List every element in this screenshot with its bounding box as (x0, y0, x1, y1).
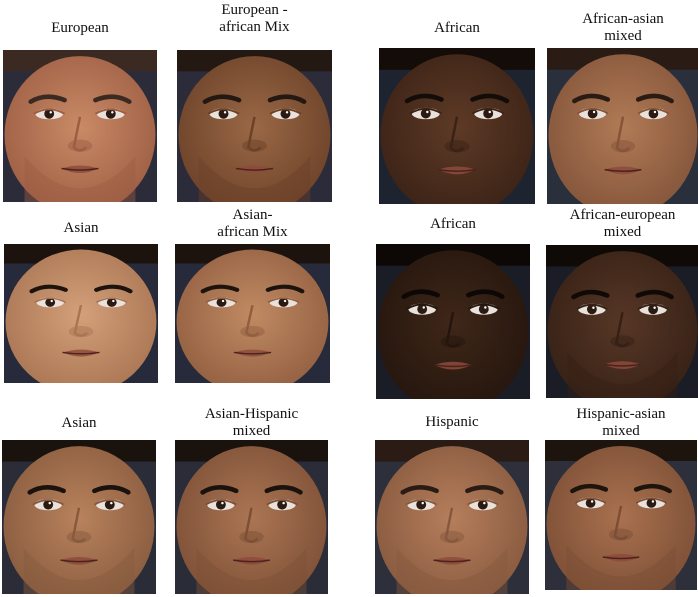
face-skin (548, 54, 698, 204)
panel-african-asian-mixed: African-asian mixed (547, 9, 698, 204)
caption: European - african Mix (219, 2, 290, 35)
face-photo (375, 440, 529, 594)
caption: African-european mixed (569, 207, 676, 240)
panel-hispanic: Hispanic (375, 412, 529, 594)
caption: African (434, 20, 480, 36)
caption: Hispanic (425, 414, 479, 430)
face-skin (380, 54, 534, 204)
face-skin (547, 251, 698, 398)
caption: African-asian mixed (582, 11, 664, 44)
face-photo (3, 50, 157, 202)
caption: Hispanic-asian mixed (576, 406, 666, 439)
panel-european: European (3, 14, 157, 202)
face-photo (177, 50, 332, 202)
panel-african-european-mixed: African-european mixed (546, 205, 698, 398)
panel-asian-1: Asian (4, 216, 158, 383)
face-skin (546, 446, 696, 590)
face-photo (2, 440, 156, 594)
caption: Asian (63, 220, 99, 236)
face-photo (545, 440, 697, 590)
face-photo (376, 244, 530, 399)
face-skin (377, 250, 529, 399)
panel-asian-african-mix: Asian- african Mix (175, 205, 330, 383)
caption: Asian (61, 415, 97, 431)
face-photo (547, 48, 698, 204)
face-skin (176, 446, 327, 594)
face-skin (3, 446, 155, 594)
panel-african-2: African (376, 213, 530, 399)
panel-european-african-mix: European - african Mix (177, 0, 332, 202)
face-photo (175, 440, 328, 594)
caption: African (430, 216, 476, 232)
face-photo (4, 244, 158, 383)
face-photo (379, 48, 535, 204)
caption: European (51, 20, 109, 36)
face-photo (175, 244, 330, 383)
face-skin (376, 446, 528, 594)
face-skin (4, 56, 156, 202)
caption: Asian-Hispanic mixed (204, 406, 299, 439)
caption: Asian- african Mix (217, 207, 288, 240)
face-photo (546, 245, 698, 398)
panel-asian-hispanic-mixed: Asian-Hispanic mixed (175, 404, 328, 594)
panel-hispanic-asian-mixed: Hispanic-asian mixed (545, 404, 697, 590)
panel-african-1: African (379, 14, 535, 204)
face-skin (176, 249, 329, 383)
face-skin (178, 56, 331, 202)
face-skin (5, 249, 157, 383)
panel-asian-2: Asian (2, 413, 156, 594)
